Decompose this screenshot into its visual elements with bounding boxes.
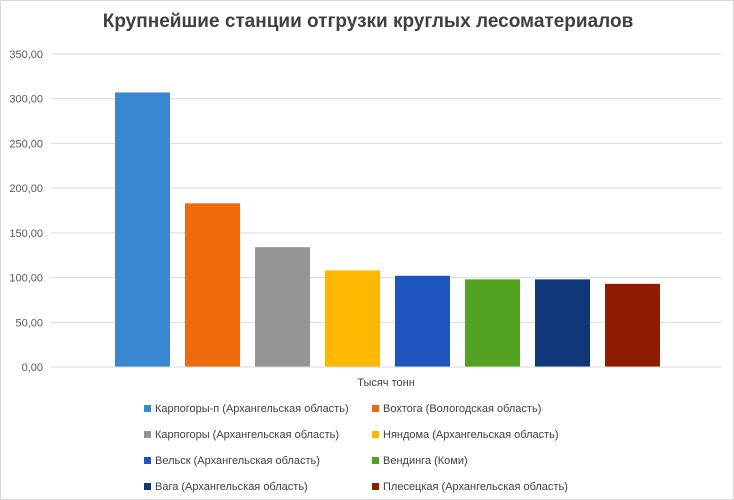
legend-swatch	[144, 405, 151, 412]
legend-swatch	[372, 483, 379, 490]
legend-label: Вохтога (Вологодская область)	[383, 402, 542, 415]
legend-item: Няндома (Архангельская область)	[372, 427, 612, 442]
y-tick-label: 250,00	[9, 138, 43, 150]
bar-6	[465, 279, 520, 367]
legend-label: Няндома (Архангельская область)	[383, 428, 559, 441]
y-tick-label: 350,00	[9, 49, 43, 61]
bar-8	[605, 283, 660, 367]
legend-item: Вохтога (Вологодская область)	[372, 401, 612, 416]
bar-4	[325, 270, 380, 367]
bar-7	[535, 279, 590, 367]
y-tick-label: 200,00	[9, 183, 43, 195]
y-tick-label: 150,00	[9, 228, 43, 240]
legend-item: Вельск (Архангельская область)	[144, 453, 372, 468]
x-axis-title: Тысяч тонн	[357, 377, 415, 389]
bars	[115, 92, 660, 367]
legend-label: Карпогоры (Архангельская область)	[155, 428, 339, 441]
legend-swatch	[372, 457, 379, 464]
bar-chart: 0,00 50,00 100,00 150,00 200,00 250,00 300,00 3…	[9, 49, 721, 389]
y-tick-label: 0,00	[22, 362, 43, 374]
legend-item: Карпогоры-п (Архангельская область)	[144, 401, 372, 416]
bar-2	[185, 203, 240, 367]
legend-label: Карпогоры-п (Архангельская область)	[155, 402, 349, 415]
legend-swatch	[372, 405, 379, 412]
legend-swatch	[144, 431, 151, 438]
y-tick-label: 50,00	[15, 317, 43, 329]
legend: Карпогоры-п (Архангельская область) Вохто…	[144, 401, 614, 494]
legend-swatch	[144, 457, 151, 464]
legend-label: Вельск (Архангельская область)	[155, 454, 320, 467]
legend-item: Карпогоры (Архангельская область)	[144, 427, 372, 442]
y-tick-label: 300,00	[9, 94, 43, 106]
chart-title: Крупнейшие станции отгрузки круглых лесо…	[102, 11, 634, 32]
bar-1	[115, 92, 170, 367]
bar-5	[395, 275, 450, 367]
legend-item: Вендинга (Коми)	[372, 453, 612, 468]
y-tick-label: 100,00	[9, 273, 43, 285]
legend-swatch	[372, 431, 379, 438]
legend-label: Плесецкая (Архангельская область)	[383, 480, 568, 493]
legend-item: Плесецкая (Архангельская область)	[372, 479, 612, 494]
legend-label: Вага (Архангельская область)	[155, 480, 308, 493]
legend-swatch	[144, 483, 151, 490]
bar-3	[255, 247, 310, 367]
legend-item: Вага (Архангельская область)	[144, 479, 372, 494]
y-axis-ticks: 0,00 50,00 100,00 150,00 200,00 250,00 300,00 3…	[9, 49, 43, 374]
legend-label: Вендинга (Коми)	[383, 454, 468, 467]
